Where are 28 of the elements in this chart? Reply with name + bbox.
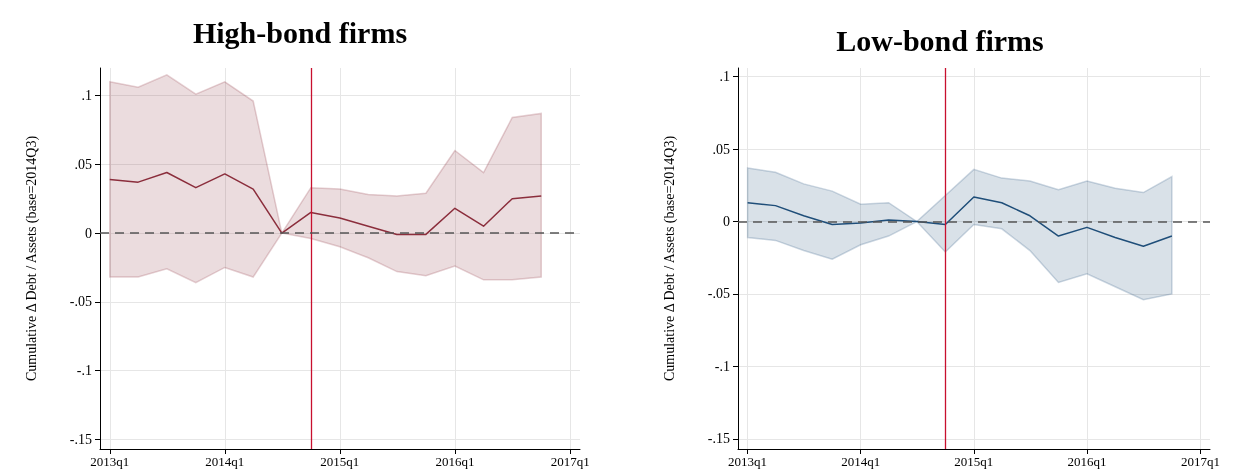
y-tick-label: 0	[723, 214, 730, 230]
x-tick-label: 2016q1	[1067, 454, 1107, 469]
x-tick-label: 2017q1	[1180, 454, 1220, 469]
y-tick-label: -.1	[76, 363, 92, 379]
y-axis-title: Cumulative Δ Debt / Assets (base=2014Q3)	[23, 135, 40, 382]
y-tick-label: .1	[81, 88, 92, 104]
y-axis-title: Cumulative Δ Debt / Assets (base=2014Q3)	[661, 135, 678, 382]
y-tick-label: -.15	[69, 431, 92, 447]
x-tick-label: 2015q1	[954, 454, 994, 469]
x-tick-label: 2015q1	[320, 454, 360, 469]
line-series	[109, 171, 542, 236]
x-tick-label: 2016q1	[435, 454, 475, 469]
y-tick-label: 0	[85, 225, 92, 241]
y-tick-label: .05	[74, 156, 92, 172]
x-tick-label: 2014q1	[205, 454, 245, 469]
y-tick-label: .1	[719, 69, 730, 85]
y-tick-label: -.1	[714, 358, 730, 374]
y-tick-label: -.05	[707, 286, 730, 302]
y-tick-label: -.15	[707, 431, 730, 447]
y-tick-label: .05	[712, 141, 730, 157]
x-tick-label: 2013q1	[90, 454, 130, 469]
line-series	[746, 196, 1173, 247]
x-tick-label: 2017q1	[550, 454, 590, 469]
chart-title: High-bond firms	[192, 15, 408, 49]
chart-title: Low-bond firms	[836, 23, 1044, 57]
x-tick-label: 2013q1	[728, 454, 768, 469]
x-tick-label: 2014q1	[841, 454, 881, 469]
y-tick-label: -.05	[69, 294, 92, 310]
